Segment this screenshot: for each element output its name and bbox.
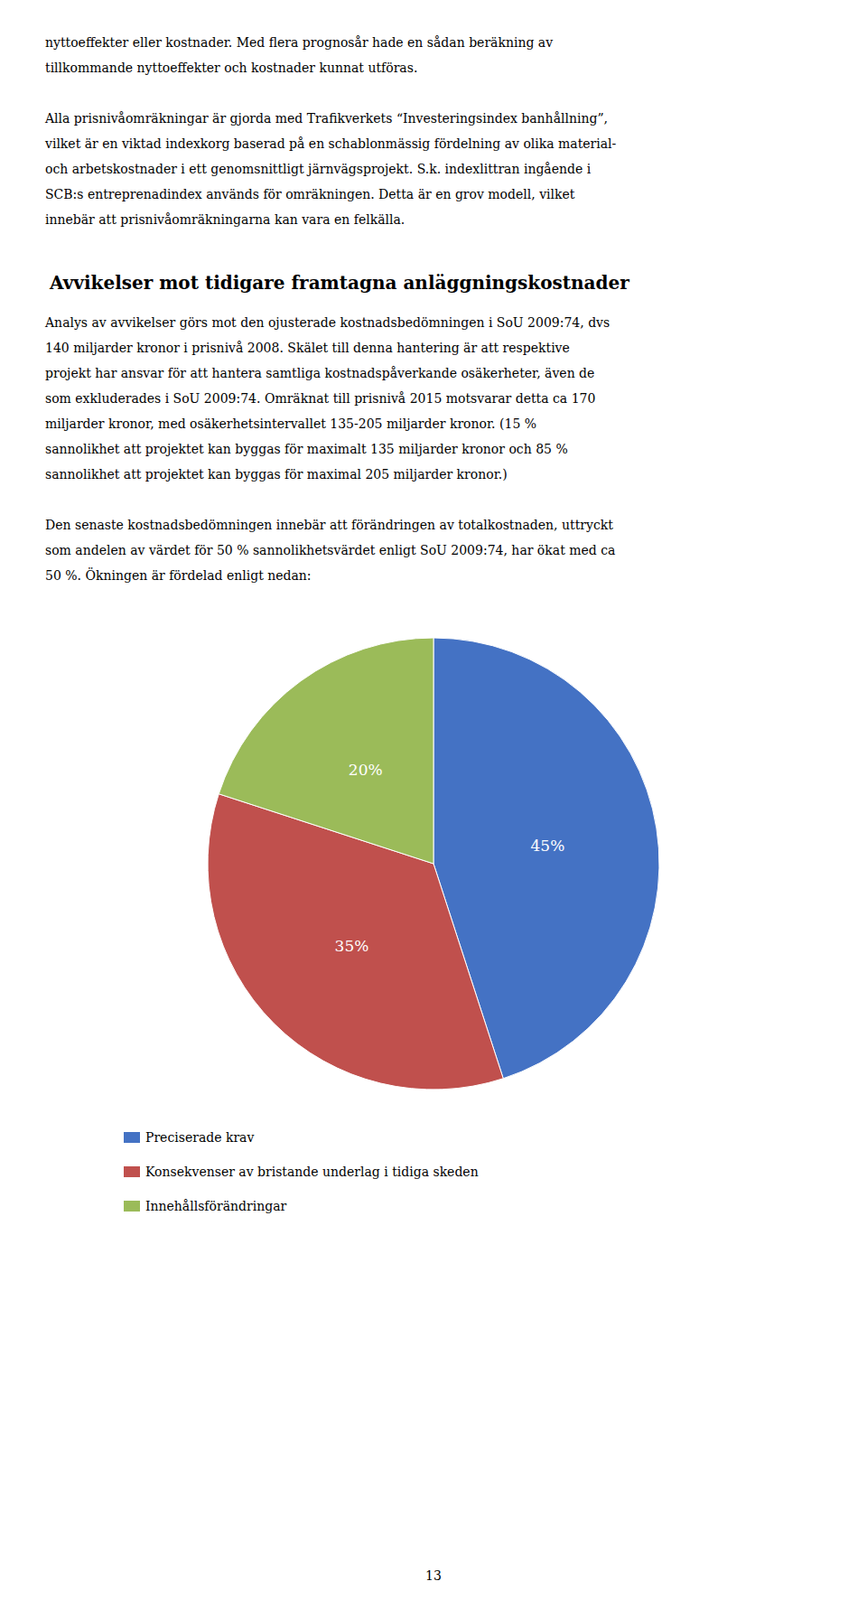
svg-text:Analys av avvikelser görs mot: Analys av avvikelser görs mot den ojuste… [44, 315, 610, 330]
svg-text:sannolikhet att projektet kan: sannolikhet att projektet kan byggas för… [45, 441, 569, 457]
svg-text:SCB:s entreprenadindex används: SCB:s entreprenadindex används för omräk… [45, 186, 576, 202]
svg-text:45%: 45% [531, 836, 566, 855]
svg-text:projekt har ansvar för att han: projekt har ansvar för att hantera samtl… [45, 365, 595, 381]
svg-text:tillkommande nyttoeffekter och: tillkommande nyttoeffekter och kostnader… [45, 60, 418, 75]
svg-text:Den senaste kostnadsbedömninge: Den senaste kostnadsbedömningen innebär … [45, 517, 614, 532]
svg-text:vilket är en viktad indexkorg: vilket är en viktad indexkorg baserad på… [44, 136, 617, 151]
svg-text:som andelen av värdet för 50 %: som andelen av värdet för 50 % sannolikh… [45, 542, 616, 558]
svg-text:innebär att prisnivåomräkninga: innebär att prisnivåomräkningarna kan va… [45, 212, 405, 227]
svg-text:Alla prisnivåomräkningar är gj: Alla prisnivåomräkningar är gjorda med T… [44, 111, 608, 126]
svg-text:Avvikelser mot tidigare framta: Avvikelser mot tidigare framtagna anlägg… [48, 271, 630, 294]
svg-text:miljarder kronor, med osäkerhe: miljarder kronor, med osäkerhetsinterval… [45, 416, 537, 431]
svg-text:Innehållsförändringar: Innehållsförändringar [145, 1198, 287, 1213]
svg-text:och arbetskostnader i ett geno: och arbetskostnader i ett genomsnittligt… [45, 161, 592, 177]
svg-text:sannolikhet att projektet kan: sannolikhet att projektet kan byggas för… [45, 466, 508, 482]
svg-text:140 miljarder kronor i prisniv: 140 miljarder kronor i prisnivå 2008. Sk… [45, 340, 570, 355]
svg-text:Preciserade krav: Preciserade krav [145, 1129, 254, 1145]
svg-text:50 %. Ökningen är fördelad enl: 50 %. Ökningen är fördelad enligt nedan: [45, 567, 312, 583]
svg-text:20%: 20% [348, 760, 383, 779]
svg-text:13: 13 [425, 1567, 442, 1583]
svg-text:35%: 35% [335, 936, 370, 955]
svg-text:Konsekvenser av bristande unde: Konsekvenser av bristande underlag i tid… [145, 1164, 479, 1179]
svg-text:som exkluderades i SoU 2009:74: som exkluderades i SoU 2009:74. Omräknat… [45, 391, 596, 406]
svg-text:nyttoeffekter eller kostnader.: nyttoeffekter eller kostnader. Med flera… [45, 35, 553, 50]
